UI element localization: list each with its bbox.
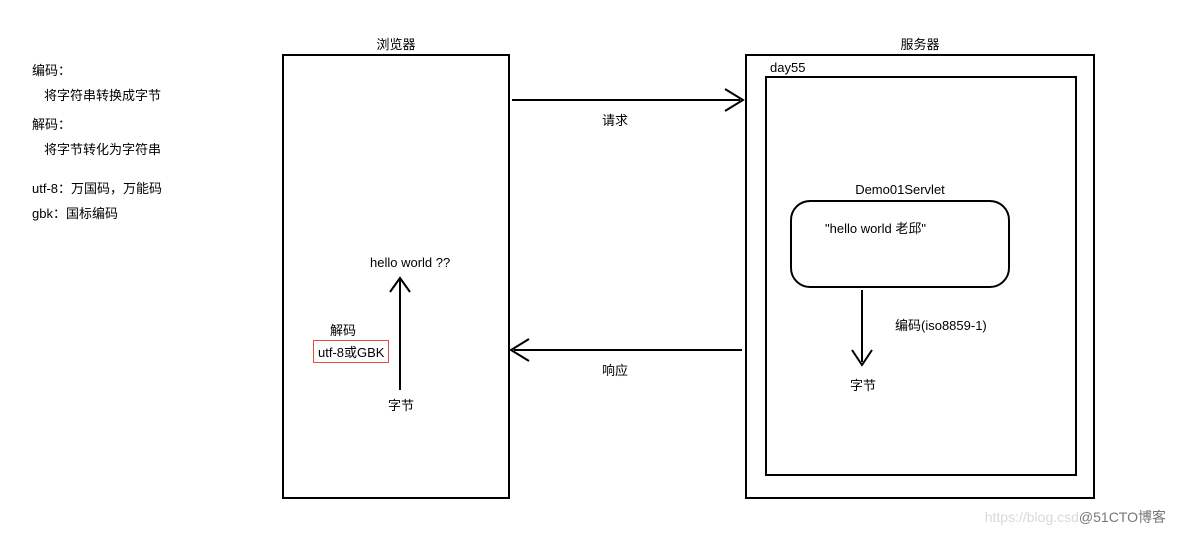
- watermark-url: https://blog.csd: [985, 509, 1079, 525]
- watermark: https://blog.csd @51CTO博客: [985, 507, 1166, 527]
- response-arrow: [0, 0, 1184, 535]
- watermark-blog: @51CTO博客: [1079, 507, 1166, 527]
- response-label: 响应: [602, 360, 628, 379]
